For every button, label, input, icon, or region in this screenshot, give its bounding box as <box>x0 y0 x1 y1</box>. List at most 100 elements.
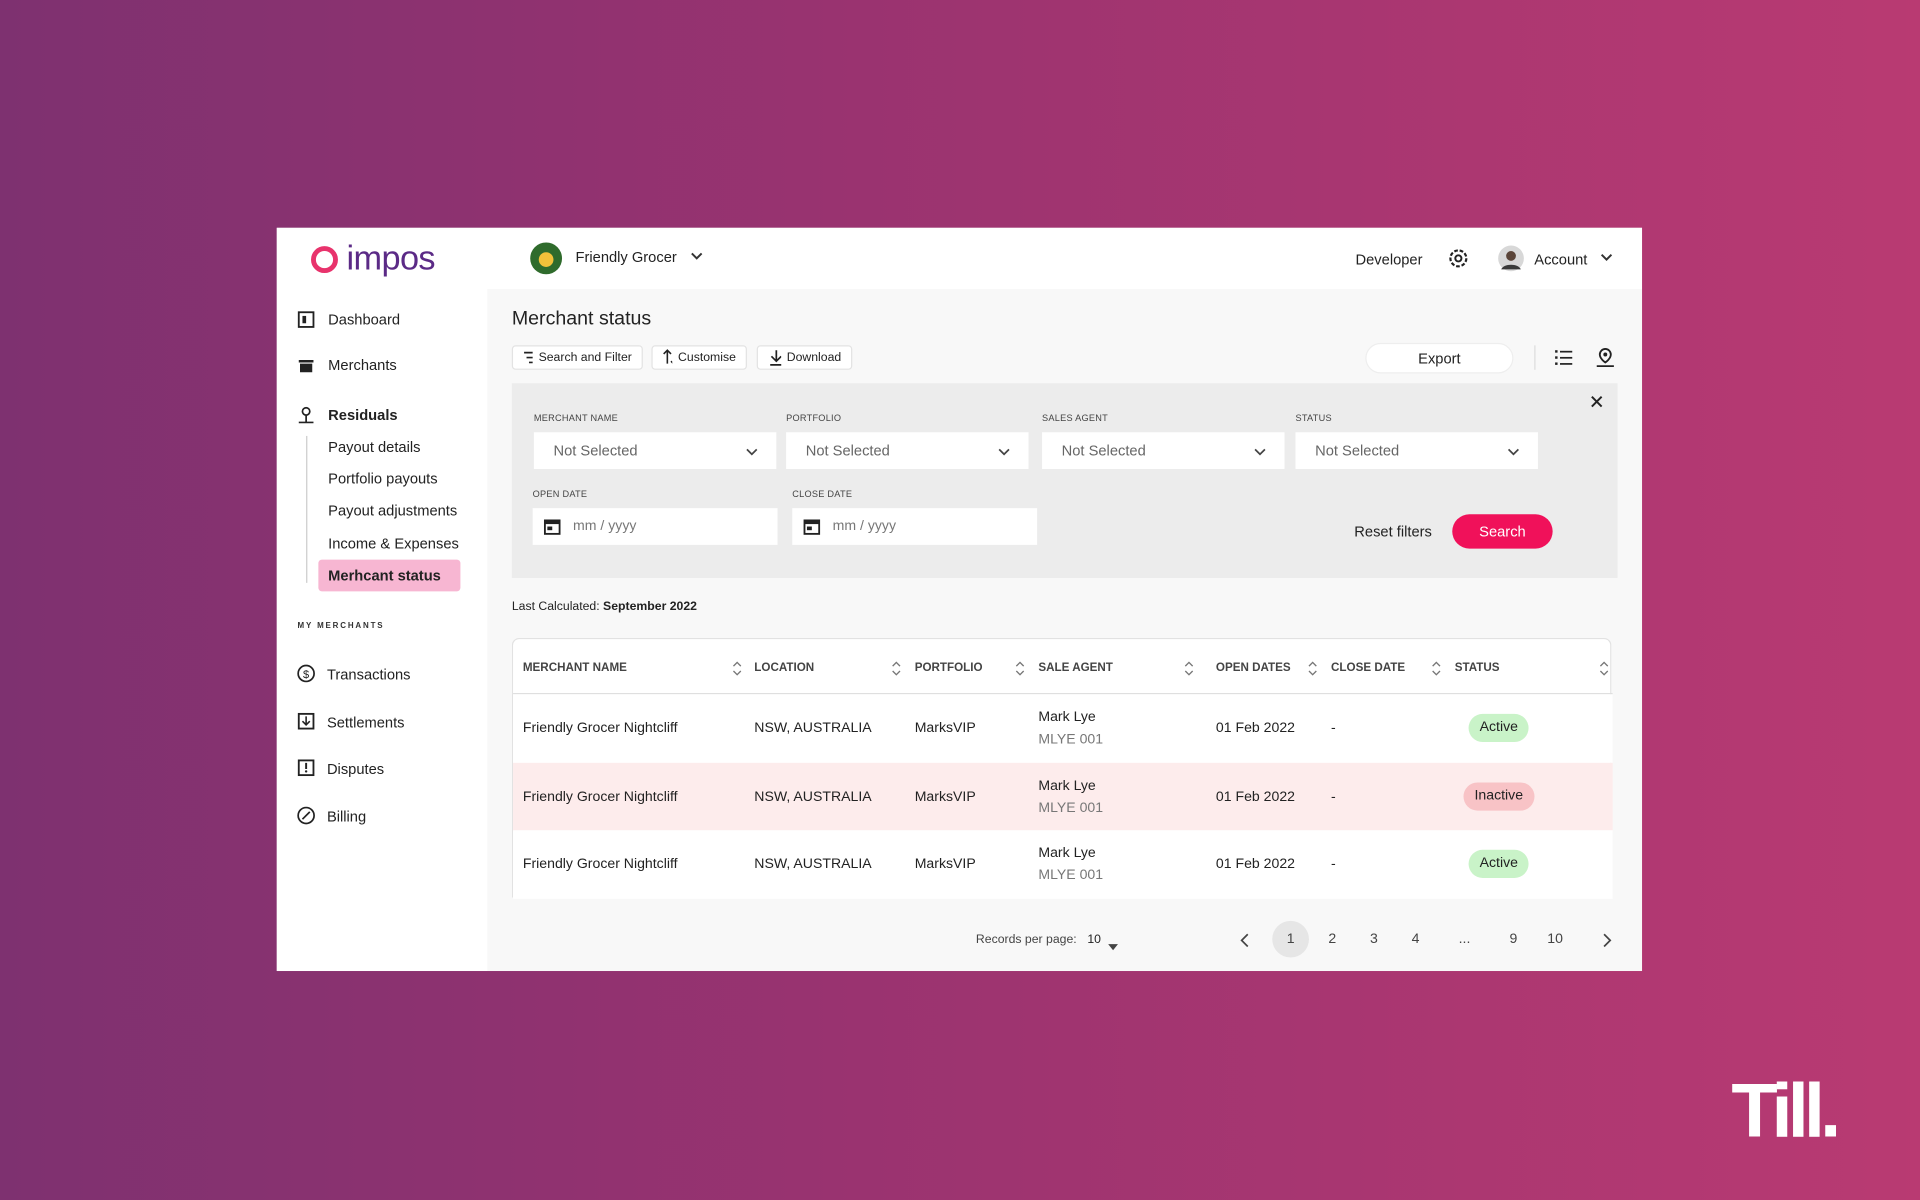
active-highlight <box>318 559 461 592</box>
date-input[interactable]: mm / yyyy <box>792 508 1038 545</box>
cell: MLYE 001 <box>1038 868 1104 884</box>
prev-page-svg <box>1240 933 1249 948</box>
table-row[interactable]: Friendly Grocer Nightcliff NSW, AUSTRALIA… <box>513 762 1613 832</box>
nav-icon-svg <box>297 759 315 777</box>
last-calculated-label: Last Calculated: <box>511 600 600 614</box>
column-header[interactable]: SALE AGENT <box>1038 661 1113 675</box>
close-filters[interactable] <box>1589 394 1604 409</box>
select-chevron-svg <box>998 448 1010 456</box>
nav-item[interactable]: Transactions <box>326 666 411 684</box>
cell: Mark Lye <box>1038 846 1096 862</box>
toolbar-button[interactable]: Customise <box>651 345 747 370</box>
cell: Friendly Grocer Nightcliff <box>522 857 678 873</box>
page-button[interactable]: 3 <box>1369 931 1378 947</box>
sort-icon <box>890 660 902 676</box>
filter-select[interactable]: Not Selected <box>786 432 1029 469</box>
toolbar-icon <box>663 349 672 364</box>
page-button[interactable]: 4 <box>1411 931 1420 947</box>
header: impos Friendly Grocer Developer Account <box>276 227 1643 289</box>
filter-label: MERCHANT NAME <box>533 412 619 424</box>
column-header[interactable]: STATUS <box>1454 661 1500 675</box>
sort-icon <box>1014 660 1026 676</box>
reset-filters[interactable]: Reset filters <box>1354 522 1432 541</box>
sort-icon-svg <box>1184 661 1194 676</box>
cell: Friendly Grocer Nightcliff <box>522 789 678 805</box>
calendar-icon-svg <box>543 519 561 535</box>
calendar-icon <box>543 518 561 535</box>
column-header[interactable]: LOCATION <box>754 661 815 675</box>
date-input[interactable]: mm / yyyy <box>532 508 778 545</box>
cell: MarksVIP <box>914 721 976 736</box>
status-badge: Active <box>1468 850 1529 879</box>
nav-icon-svg: $ <box>297 664 315 683</box>
chevron[interactable] <box>1599 252 1614 264</box>
cell: Mark Lye <box>1038 710 1096 725</box>
brand-logo: Till. <box>1731 1068 1841 1154</box>
cell: NSW, AUSTRALIA <box>754 857 872 873</box>
column-header[interactable]: MERCHANT NAME <box>522 661 627 675</box>
sub-nav-item[interactable]: Payout details <box>328 438 421 456</box>
last-calculated: Last Calculated: September 2022 <box>512 600 697 613</box>
column-header[interactable]: PORTFOLIO <box>914 661 983 675</box>
column-header[interactable]: CLOSE DATE <box>1331 661 1406 675</box>
page-button[interactable]: 1 <box>1272 920 1309 958</box>
table-row[interactable]: Friendly Grocer Nightcliff NSW, AUSTRALIA… <box>513 694 1613 763</box>
page-button[interactable]: 2 <box>1328 931 1337 947</box>
nav-item[interactable]: Dashboard <box>328 311 401 329</box>
select-placeholder: Not Selected <box>805 442 890 460</box>
page-button[interactable]: ... <box>1458 931 1471 947</box>
map-view-icon[interactable] <box>1594 347 1616 369</box>
toolbar-button[interactable]: Search and Filter <box>511 345 643 370</box>
filter-select[interactable]: Not Selected <box>1295 432 1538 469</box>
filter-label: PORTFOLIO <box>786 412 842 424</box>
date-placeholder: mm / yyyy <box>832 519 897 534</box>
table-row[interactable]: Friendly Grocer Nightcliff NSW, AUSTRALIA… <box>513 830 1613 900</box>
date-placeholder: mm / yyyy <box>573 519 637 534</box>
select-chevron-svg <box>1507 448 1519 456</box>
nav-icon-svg <box>297 311 315 328</box>
page-button[interactable]: 10 <box>1547 931 1563 947</box>
filter-label: OPEN DATE <box>532 488 588 500</box>
list-view-icon[interactable] <box>1554 348 1574 368</box>
cell: 01 Feb 2022 <box>1215 721 1296 736</box>
filter-select[interactable]: Not Selected <box>533 432 777 469</box>
account-link[interactable]: Account <box>1534 251 1588 269</box>
filter-select[interactable]: Not Selected <box>1042 432 1285 469</box>
export-button[interactable]: Export <box>1365 342 1514 374</box>
chevron[interactable] <box>689 251 704 263</box>
sort-icon <box>1183 660 1195 676</box>
last-calculated-value: September 2022 <box>603 600 698 614</box>
per-page-select[interactable]: 10 <box>1087 933 1101 947</box>
next-page <box>1600 932 1612 948</box>
nav-icon-svg <box>297 712 315 729</box>
column-header[interactable]: OPEN DATES <box>1215 661 1291 675</box>
nav-item[interactable]: Disputes <box>326 760 385 778</box>
nav-item[interactable]: Residuals <box>328 406 398 424</box>
developer-link[interactable]: Developer <box>1355 251 1423 269</box>
sidebar: Dashboard Merchants Residuals Payout detail… <box>276 288 488 972</box>
select-placeholder: Not Selected <box>1061 442 1146 460</box>
page-button[interactable]: 9 <box>1509 931 1518 947</box>
logo: impos <box>346 238 436 277</box>
sub-nav-item[interactable]: Portfolio payouts <box>328 470 438 488</box>
filter-label: SALES AGENT <box>1042 412 1109 424</box>
nav-item[interactable]: Merchants <box>328 356 397 374</box>
sort-icon-svg <box>1308 661 1317 676</box>
calendar-icon <box>803 518 821 535</box>
toolbar-button[interactable]: Download <box>756 345 853 370</box>
search-button[interactable]: Search <box>1452 514 1553 549</box>
records-label: Records per page: <box>975 933 1077 947</box>
cell: Mark Lye <box>1038 778 1096 794</box>
nav-icon <box>296 405 316 425</box>
nav-item[interactable]: Settlements <box>326 713 405 731</box>
sort-icon-svg <box>1432 661 1441 676</box>
nav-icon <box>296 355 316 375</box>
settings-icon[interactable] <box>1447 247 1469 269</box>
account-avatar[interactable] <box>1498 245 1525 272</box>
sub-nav-item[interactable]: Income & Expenses <box>328 534 459 552</box>
sub-nav-item[interactable]: Merhcant status <box>328 566 441 584</box>
sort-icon-svg <box>892 661 901 676</box>
sub-nav-item[interactable]: Payout adjustments <box>328 502 458 520</box>
merchant-name[interactable]: Friendly Grocer <box>575 248 677 266</box>
nav-item[interactable]: Billing <box>326 807 367 825</box>
